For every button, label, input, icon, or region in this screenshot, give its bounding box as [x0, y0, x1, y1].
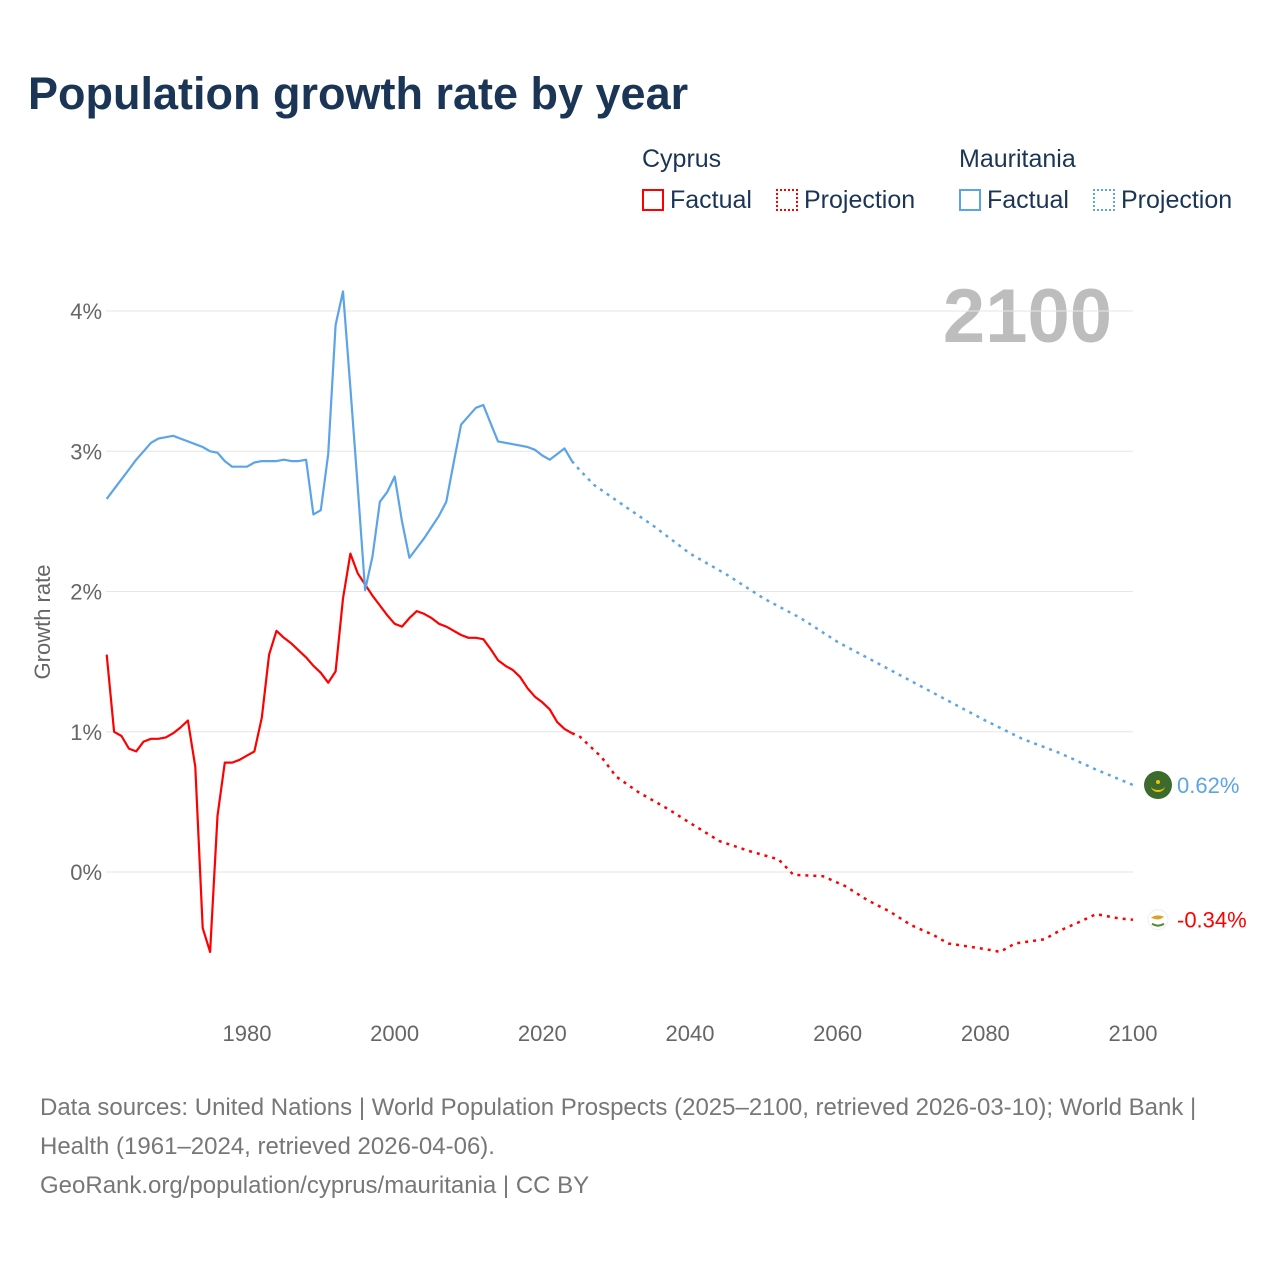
cyprus-flag-map-icon	[1151, 915, 1164, 920]
legend-swatch	[1093, 189, 1115, 211]
year-label: 2100	[943, 274, 1112, 359]
legend-cyprus-factual[interactable]: Factual	[642, 186, 752, 215]
legend-swatch	[776, 189, 798, 211]
legend-swatch	[642, 189, 664, 211]
legend-mauritania-projection[interactable]: Projection	[1093, 186, 1232, 215]
mauritania-flag-star-icon	[1156, 780, 1160, 785]
y-tick-label: 1%	[70, 720, 102, 745]
legend-group-mauritania: Mauritania	[959, 145, 1076, 173]
mauritania-factual-line	[105, 290, 573, 592]
legend-mauritania-factual[interactable]: Factual	[959, 186, 1069, 215]
x-tick-label: 2100	[1109, 1021, 1158, 1046]
x-tick-label: 2040	[666, 1021, 715, 1046]
y-tick-label: 2%	[70, 580, 102, 605]
y-tick-label: 3%	[70, 439, 102, 464]
cyprus-end-label: -0.34%	[1177, 908, 1247, 933]
x-tick-label: 1980	[223, 1021, 272, 1046]
x-tick-label: 2080	[961, 1021, 1010, 1046]
cyprus-factual-line	[105, 552, 573, 954]
x-tick-label: 2000	[370, 1021, 419, 1046]
footer: Data sources: United Nations | World Pop…	[40, 1088, 1240, 1205]
mauritania-end-label: 0.62%	[1177, 773, 1239, 798]
mauritania-flag-crescent-icon	[1151, 786, 1165, 793]
y-tick-label: 0%	[70, 860, 102, 885]
y-axis-label: Growth rate	[30, 565, 55, 680]
x-tick-label: 2020	[518, 1021, 567, 1046]
data-sources: Data sources: United Nations | World Pop…	[40, 1094, 1197, 1160]
cyprus-flag-olive-icon	[1151, 922, 1165, 927]
attribution-link[interactable]: GeoRank.org/population/cyprus/mauritania…	[40, 1172, 590, 1199]
mauritania-flag-icon	[1144, 771, 1172, 800]
legend-cyprus-projection[interactable]: Projection	[776, 186, 915, 215]
legend-swatch	[959, 189, 981, 211]
legend-group-cyprus: Cyprus	[642, 145, 722, 173]
cyprus-projection-line	[571, 732, 1134, 954]
chart-title: Population growth rate by year	[28, 68, 689, 119]
x-tick-label: 2060	[813, 1021, 862, 1046]
y-tick-label: 4%	[70, 299, 102, 324]
mauritania-projection-line	[570, 460, 1134, 787]
